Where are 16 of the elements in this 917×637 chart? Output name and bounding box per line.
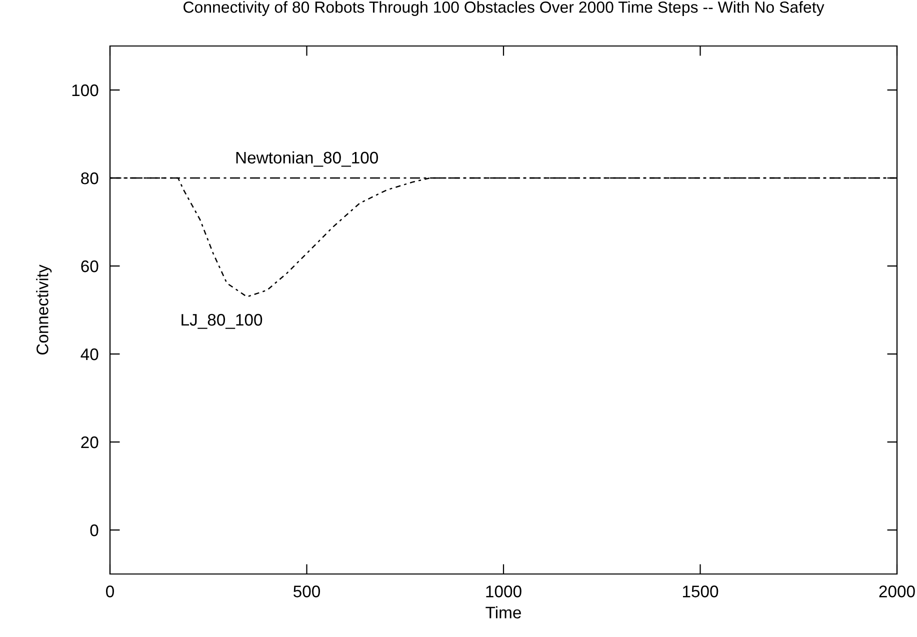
x-tick-label: 2000	[879, 586, 915, 598]
x-tick-label: 1500	[682, 586, 718, 598]
series-label: LJ_80_100	[182, 314, 262, 329]
y-tick-label: 100	[72, 84, 98, 96]
chart-title: Connectivity of 80 Robots Through 100 Obstacles Over 2000 Time Steps -- With No Safety	[184, 1, 824, 16]
x-axis-title: Time	[486, 606, 521, 618]
series-label: Newtonian_80_100	[236, 151, 378, 167]
x-tick-label: 1000	[486, 586, 522, 598]
y-tick-label: 60	[81, 260, 98, 272]
y-tick-label: 80	[81, 172, 98, 184]
x-tick-label: 500	[294, 586, 320, 598]
x-tick-label: 0	[106, 586, 114, 598]
y-tick-label: 40	[80, 348, 98, 360]
y-tick-label: 0	[90, 524, 98, 536]
y-axis-title: Connectivity	[36, 264, 52, 355]
y-tick-label: 20	[81, 436, 98, 448]
